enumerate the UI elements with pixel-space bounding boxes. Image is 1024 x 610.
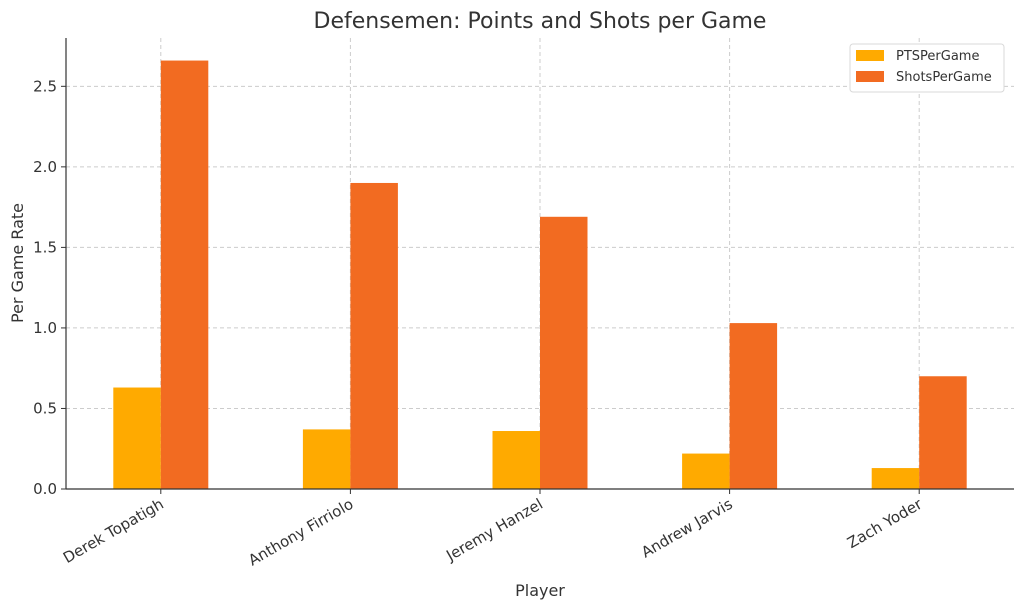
bar-ptspergame [492,431,540,489]
bar-shotspergame [160,60,209,490]
bar-shotspergame [919,376,967,489]
bar-ptspergame [682,453,730,489]
legend: PTSPerGame ShotsPerGame [849,43,1005,93]
y-tick-label: 2.0 [33,158,57,176]
legend-label-shots: ShotsPerGame [896,70,992,85]
y-ticks: 0.0 0.5 1.0 1.5 2.0 2.5 [33,77,66,498]
x-tick-label: Zach Yoder [844,494,926,552]
bar-ptspergame [871,468,920,489]
legend-label-pts: PTSPerGame [896,49,979,64]
x-ticks: Derek Topatigh Anthony Firriolo Jeremy Han… [60,489,926,569]
bar-ptspergame [113,387,161,489]
bar-ptspergame [302,429,351,489]
x-tick-label: Jeremy Hanzel [442,495,546,565]
legend-swatch-pts [856,50,884,61]
y-axis-label: Per Game Rate [8,203,27,323]
bars [113,60,967,490]
bar-shotspergame [350,182,398,489]
x-tick-label: Derek Topatigh [60,495,167,567]
y-tick-label: 0.5 [33,399,57,417]
bar-shotspergame [729,323,778,489]
x-axis-label: Player [515,581,565,600]
y-tick-label: 1.5 [33,238,57,256]
y-tick-label: 2.5 [33,77,57,95]
legend-frame [849,43,1005,93]
x-tick-label: Anthony Firriolo [245,495,356,570]
y-tick-label: 0.0 [33,480,57,498]
x-tick-label: Andrew Jarvis [638,495,736,562]
y-tick-label: 1.0 [33,319,57,337]
legend-swatch-shots [856,71,884,82]
bar-shotspergame [540,216,588,489]
chart-title: Defensemen: Points and Shots per Game [314,9,767,34]
